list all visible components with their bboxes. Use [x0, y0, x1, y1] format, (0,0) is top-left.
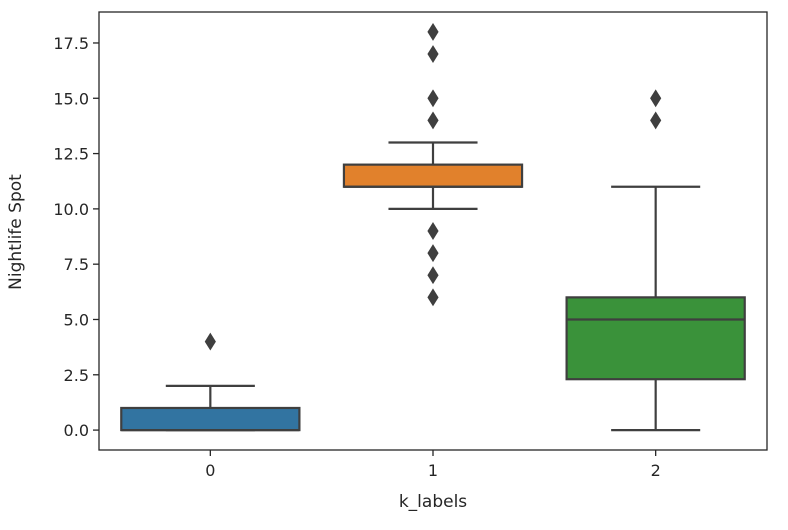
- outlier-cat-2-0: [650, 111, 662, 130]
- y-tick-label-5: 12.5: [53, 145, 89, 164]
- plot-area: 0.0 2.5 5.0 7.5 10.0 12.5 15.0 17.5 0 1 2: [53, 11, 768, 480]
- outlier-cat-1-2: [427, 244, 439, 263]
- x-tick-label-1: 1: [428, 461, 438, 480]
- y-tick-label-7: 17.5: [53, 34, 89, 53]
- x-tick-label-0: 0: [205, 461, 215, 480]
- box-cat-0: [120, 406, 301, 432]
- outlier-cat-1-3: [427, 222, 439, 240]
- y-tick-label-1: 2.5: [64, 366, 89, 385]
- outlier-cat-2-1: [650, 89, 662, 108]
- outlier-cat-1-0: [427, 288, 439, 307]
- y-axis-label: Nightlife Spot: [6, 174, 26, 290]
- y-tick-label-6: 15.0: [53, 89, 89, 108]
- y-tick-label-0: 0.0: [64, 421, 89, 440]
- x-tick-label-2: 2: [651, 461, 661, 480]
- outlier-cat-1-1: [427, 266, 439, 285]
- outlier-cat-1-7: [427, 22, 439, 41]
- outlier-cat-0-0: [204, 332, 216, 351]
- outlier-cat-1-5: [427, 89, 439, 108]
- box-cat-1: [342, 163, 524, 188]
- y-tick-label-4: 10.0: [53, 200, 89, 219]
- x-axis-label: k_labels: [399, 492, 467, 512]
- box-cat-2: [565, 296, 746, 381]
- y-tick-label-2: 5.0: [64, 310, 89, 329]
- outlier-cat-1-4: [427, 111, 439, 130]
- y-tick-label-3: 7.5: [64, 255, 89, 274]
- outlier-cat-1-6: [427, 45, 439, 63]
